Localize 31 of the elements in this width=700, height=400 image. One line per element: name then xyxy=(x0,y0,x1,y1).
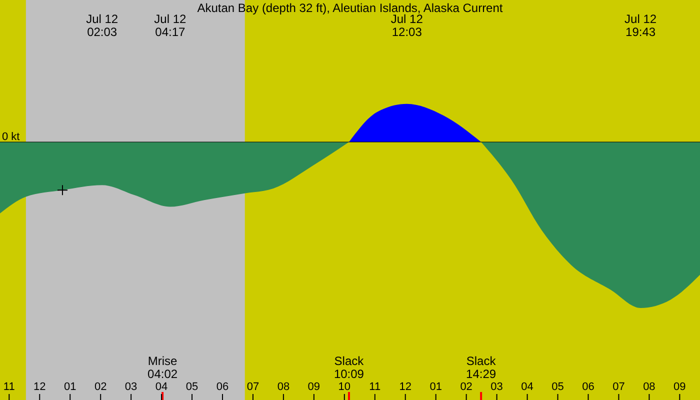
x-tick-label: 06 xyxy=(216,381,229,393)
x-tick-label: 08 xyxy=(643,381,656,393)
x-tick-label: 11 xyxy=(3,381,15,393)
x-tick-label: 01 xyxy=(430,381,442,393)
ref-line-label: 0 kt xyxy=(2,131,20,143)
x-tick-label: 12 xyxy=(399,381,412,393)
ref-line-label: Mrise 04:02 xyxy=(148,354,178,381)
x-tick-label: 04 xyxy=(521,381,534,393)
x-tick-label: 07 xyxy=(246,381,260,393)
x-tick-label: 03 xyxy=(124,381,138,393)
ref-line-label: Slack 10:09 xyxy=(334,354,365,381)
x-tick-label: 01 xyxy=(64,381,76,393)
text: Jul 12 19:43 xyxy=(624,12,657,39)
x-tick-label: 05 xyxy=(552,381,564,393)
x-tick-label: 07 xyxy=(612,381,625,393)
text: Jul 12 04:17 xyxy=(154,12,187,39)
text: Jul 12 12:03 xyxy=(390,12,424,39)
x-tick-label: 04 xyxy=(155,381,168,393)
text: Jul 12 02:03 xyxy=(86,12,118,39)
x-tick-label: 10 xyxy=(338,381,351,393)
x-tick-label: 02 xyxy=(94,381,107,393)
x-tick-label: 03 xyxy=(490,381,503,393)
x-tick-label: 08 xyxy=(277,381,290,393)
x-tick-label: 06 xyxy=(582,381,594,393)
x-tick-label: 11 xyxy=(369,381,381,393)
x-tick-label: 09 xyxy=(674,381,686,393)
x-tick-label: 05 xyxy=(186,381,198,393)
x-tick-label: 12 xyxy=(34,381,46,393)
x-tick-label: 09 xyxy=(308,381,320,393)
x-tick-label: 02 xyxy=(460,381,472,393)
ref-line-label: Slack 14:29 xyxy=(466,354,497,381)
